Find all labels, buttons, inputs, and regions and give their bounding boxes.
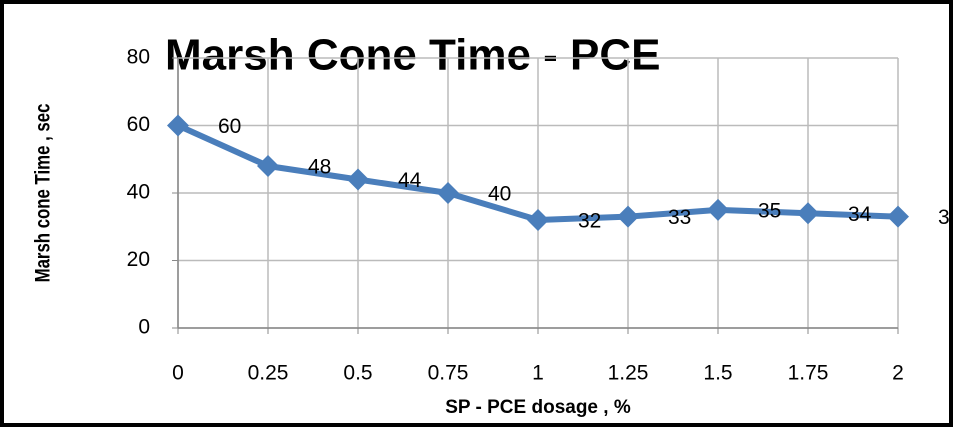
data-point: [437, 182, 459, 204]
data-point: [167, 114, 189, 137]
x-tick-label: 1.75: [788, 362, 829, 385]
y-tick-label: 80: [127, 46, 150, 69]
data-point: [707, 198, 729, 221]
x-axis-label: SP - PCE dosage , %: [445, 397, 631, 418]
data-point: [887, 205, 909, 228]
y-tick-label: 40: [127, 181, 150, 204]
y-tick-label: 60: [127, 113, 150, 136]
data-label: 33: [668, 206, 691, 229]
data-label: 33: [938, 206, 953, 229]
data-point: [527, 209, 549, 231]
y-tick-label: 20: [127, 248, 150, 271]
x-tick-label: 1.5: [703, 362, 732, 385]
y-axis-label: Marsh cone Time , sec: [32, 103, 55, 282]
data-label: 35: [758, 199, 781, 222]
x-tick-label: 0.25: [248, 362, 289, 385]
data-label: 44: [398, 169, 422, 192]
x-tick-label: 0.5: [343, 362, 372, 385]
x-tick-label: 0: [172, 362, 184, 385]
data-label: 60: [218, 115, 241, 138]
x-tick-label: 1.25: [608, 362, 649, 385]
data-point: [347, 168, 369, 191]
data-point: [617, 205, 639, 228]
x-tick-label: 0.75: [428, 362, 469, 385]
data-label: 48: [308, 156, 331, 179]
data-point: [797, 202, 819, 225]
x-tick-label: 2: [892, 362, 904, 385]
chart-title: Marsh Cone Time - PCE: [165, 31, 661, 80]
data-label: 34: [848, 203, 872, 226]
data-point: [257, 155, 279, 177]
data-label: 32: [578, 210, 601, 233]
data-label: 40: [488, 183, 511, 206]
x-tick-label: 1: [532, 362, 544, 385]
y-tick-label: 0: [138, 316, 150, 339]
